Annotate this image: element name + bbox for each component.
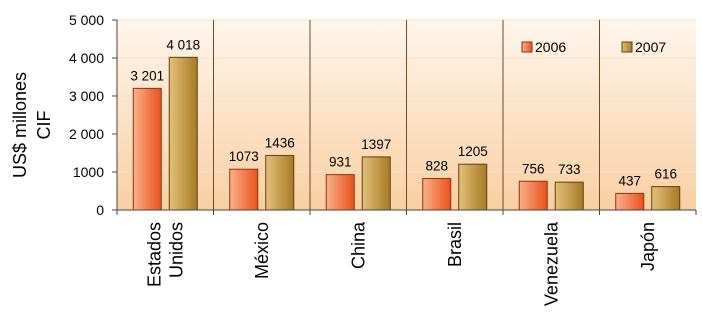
bar-2007 — [554, 181, 584, 211]
bar-2007 — [168, 56, 198, 211]
value-label: 1436 — [265, 135, 295, 150]
bar-2007 — [265, 154, 295, 211]
bar-2006 — [229, 168, 259, 211]
y-tick-label: 5 000 — [69, 12, 104, 28]
value-label: 1397 — [361, 137, 391, 152]
x-tick-label: México — [252, 222, 272, 279]
bar-2007 — [651, 186, 681, 211]
value-label: 828 — [425, 159, 448, 174]
x-tick-label: Venezuela — [541, 221, 561, 306]
y-tick-labels: 0 1000 2 000 3 000 4 000 5 000 — [69, 12, 104, 218]
y-tick-label: 2 000 — [69, 126, 104, 142]
bar-2006 — [422, 178, 452, 211]
bar-2006 — [518, 180, 548, 211]
x-tick-label: Estados — [144, 222, 164, 287]
legend-label: 2006 — [535, 39, 566, 55]
axes — [112, 19, 697, 215]
legend: 2006 2007 — [521, 39, 666, 55]
value-label: 4 018 — [166, 37, 200, 52]
legend-swatch — [521, 41, 533, 53]
y-tick-label: 1000 — [73, 164, 104, 180]
x-tick-label: Japón — [638, 222, 658, 271]
value-label: 733 — [558, 162, 581, 177]
y-tick-label: 0 — [96, 202, 104, 218]
category-separators — [213, 20, 600, 210]
value-label: 3 201 — [130, 68, 164, 83]
value-label: 437 — [618, 173, 641, 188]
legend-swatch — [621, 41, 633, 53]
bar-2006 — [615, 192, 645, 211]
x-tick-labels: Estados Unidos México China Brasil Venezuela J… — [144, 221, 658, 306]
value-labels: 3 201 4 018 1073 1436 931 1397 828 1205 756 733 43… — [130, 37, 677, 188]
y-axis-label: US$ millones CIF — [10, 72, 54, 178]
value-label: 756 — [522, 161, 545, 176]
y-tick-label: 3 000 — [69, 88, 104, 104]
y-axis-label-line: US$ millones — [10, 72, 30, 178]
x-tick-label: China — [348, 221, 368, 269]
y-axis-label-line: CIF — [34, 111, 54, 140]
x-tick-label: Unidos — [166, 222, 186, 278]
value-label: 1073 — [229, 149, 259, 164]
bar-2007 — [458, 163, 488, 211]
value-label: 931 — [329, 155, 352, 170]
bar-2006 — [325, 174, 355, 211]
y-tick-label: 4 000 — [69, 50, 104, 66]
bar-2007 — [361, 156, 391, 211]
bars — [132, 56, 681, 211]
x-tick-label: Brasil — [445, 222, 465, 267]
value-label: 1205 — [458, 144, 488, 159]
legend-label: 2007 — [635, 39, 666, 55]
bar-2006 — [132, 87, 162, 211]
value-label: 616 — [654, 167, 677, 182]
